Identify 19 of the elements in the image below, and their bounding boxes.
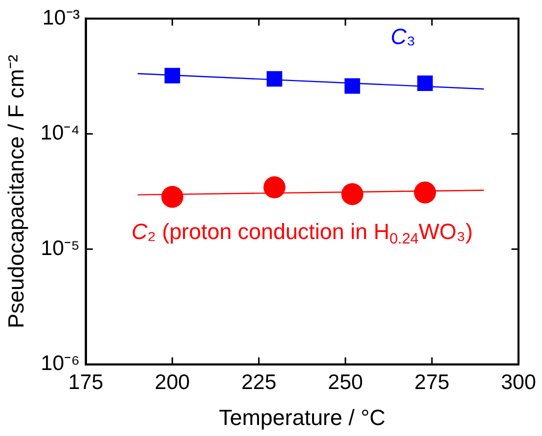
y-tick-label: 10⁻³ bbox=[42, 6, 80, 30]
point bbox=[414, 181, 436, 204]
x-axis-title: Temperature / °C bbox=[218, 404, 386, 430]
point bbox=[263, 176, 286, 198]
point bbox=[417, 75, 433, 92]
x-tick-label: 250 bbox=[328, 370, 363, 394]
point bbox=[266, 71, 282, 87]
y-axis-title: Pseudocapacitance / F cm⁻² bbox=[3, 54, 28, 328]
x-tick-label: 275 bbox=[414, 370, 450, 394]
x-tick-label: 300 bbox=[500, 370, 536, 394]
series-label: C₃ bbox=[390, 24, 416, 49]
x-tick-label: 225 bbox=[241, 370, 276, 394]
y-tick-label: 10⁻⁵ bbox=[40, 236, 80, 260]
point bbox=[161, 186, 184, 208]
point bbox=[344, 78, 360, 94]
y-tick-label: 10⁻⁴ bbox=[40, 122, 80, 145]
point bbox=[164, 68, 180, 84]
x-tick-label: 200 bbox=[154, 370, 190, 394]
point bbox=[341, 183, 364, 206]
